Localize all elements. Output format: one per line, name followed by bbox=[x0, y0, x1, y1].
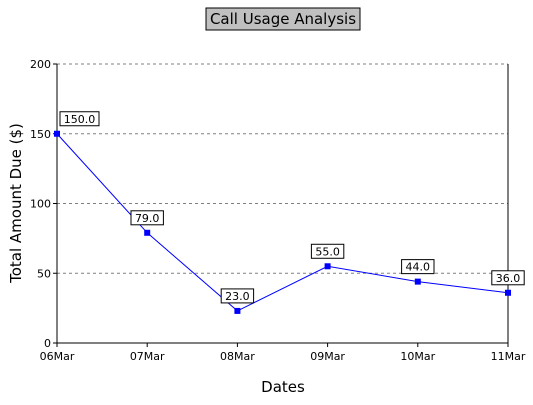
chart-title: Call Usage Analysis bbox=[210, 10, 356, 28]
x-tick-label: 08Mar bbox=[220, 350, 255, 363]
data-point-marker bbox=[234, 307, 241, 314]
y-tick-label: 100 bbox=[30, 198, 51, 211]
data-label-box bbox=[130, 210, 164, 226]
data-label-box bbox=[220, 288, 255, 304]
data-label: 44.0 bbox=[401, 259, 435, 275]
data-label-box bbox=[59, 111, 100, 127]
data-label-box bbox=[491, 270, 525, 286]
x-tick-label: 09Mar bbox=[310, 350, 345, 363]
x-axis-title: Dates bbox=[261, 378, 305, 396]
data-point-marker bbox=[54, 130, 60, 137]
y-axis-title: Total Amount Due ($) bbox=[7, 123, 25, 284]
data-label: 150.0 bbox=[59, 111, 100, 127]
data-label: 79.0 bbox=[130, 210, 164, 226]
series-total-amount-due bbox=[54, 130, 511, 314]
x-tick-label: 11Mar bbox=[491, 350, 526, 363]
y-axis-ticks: 0 50 100 150 200 bbox=[30, 58, 57, 350]
y-tick-label: 150 bbox=[30, 128, 51, 141]
x-axis-ticks: 06Mar 07Mar 08Mar 09Mar 10Mar 11Mar bbox=[40, 343, 526, 363]
data-label: 23.0 bbox=[220, 288, 255, 304]
data-label-box bbox=[310, 243, 345, 259]
data-point-marker bbox=[324, 263, 331, 270]
data-label-text: 36.0 bbox=[496, 272, 521, 285]
data-label-text: 55.0 bbox=[315, 245, 340, 258]
chart-title-box: Call Usage Analysis bbox=[205, 7, 361, 31]
data-label-text: 23.0 bbox=[225, 290, 250, 303]
y-tick-label: 50 bbox=[37, 267, 51, 280]
data-label-text: 44.0 bbox=[406, 261, 431, 274]
x-tick-label: 06Mar bbox=[40, 350, 75, 363]
chart-title-background bbox=[205, 7, 361, 31]
data-point-marker bbox=[414, 278, 421, 285]
x-tick-label: 07Mar bbox=[130, 350, 165, 363]
data-point-marker bbox=[505, 289, 511, 296]
gridlines bbox=[57, 63, 508, 274]
x-tick-label: 10Mar bbox=[400, 350, 435, 363]
data-label-box bbox=[401, 259, 435, 275]
data-labels: 150.0 79.0 23.0 55.0 44.0 36.0 bbox=[59, 111, 525, 304]
data-point-marker bbox=[144, 229, 151, 236]
y-tick-label: 200 bbox=[30, 58, 51, 71]
y-tick-label: 0 bbox=[44, 337, 51, 350]
data-label: 36.0 bbox=[491, 270, 525, 286]
series-line bbox=[56, 133, 509, 312]
data-label-text: 79.0 bbox=[135, 212, 160, 225]
data-label: 55.0 bbox=[310, 243, 345, 259]
data-label-text: 150.0 bbox=[64, 113, 96, 126]
